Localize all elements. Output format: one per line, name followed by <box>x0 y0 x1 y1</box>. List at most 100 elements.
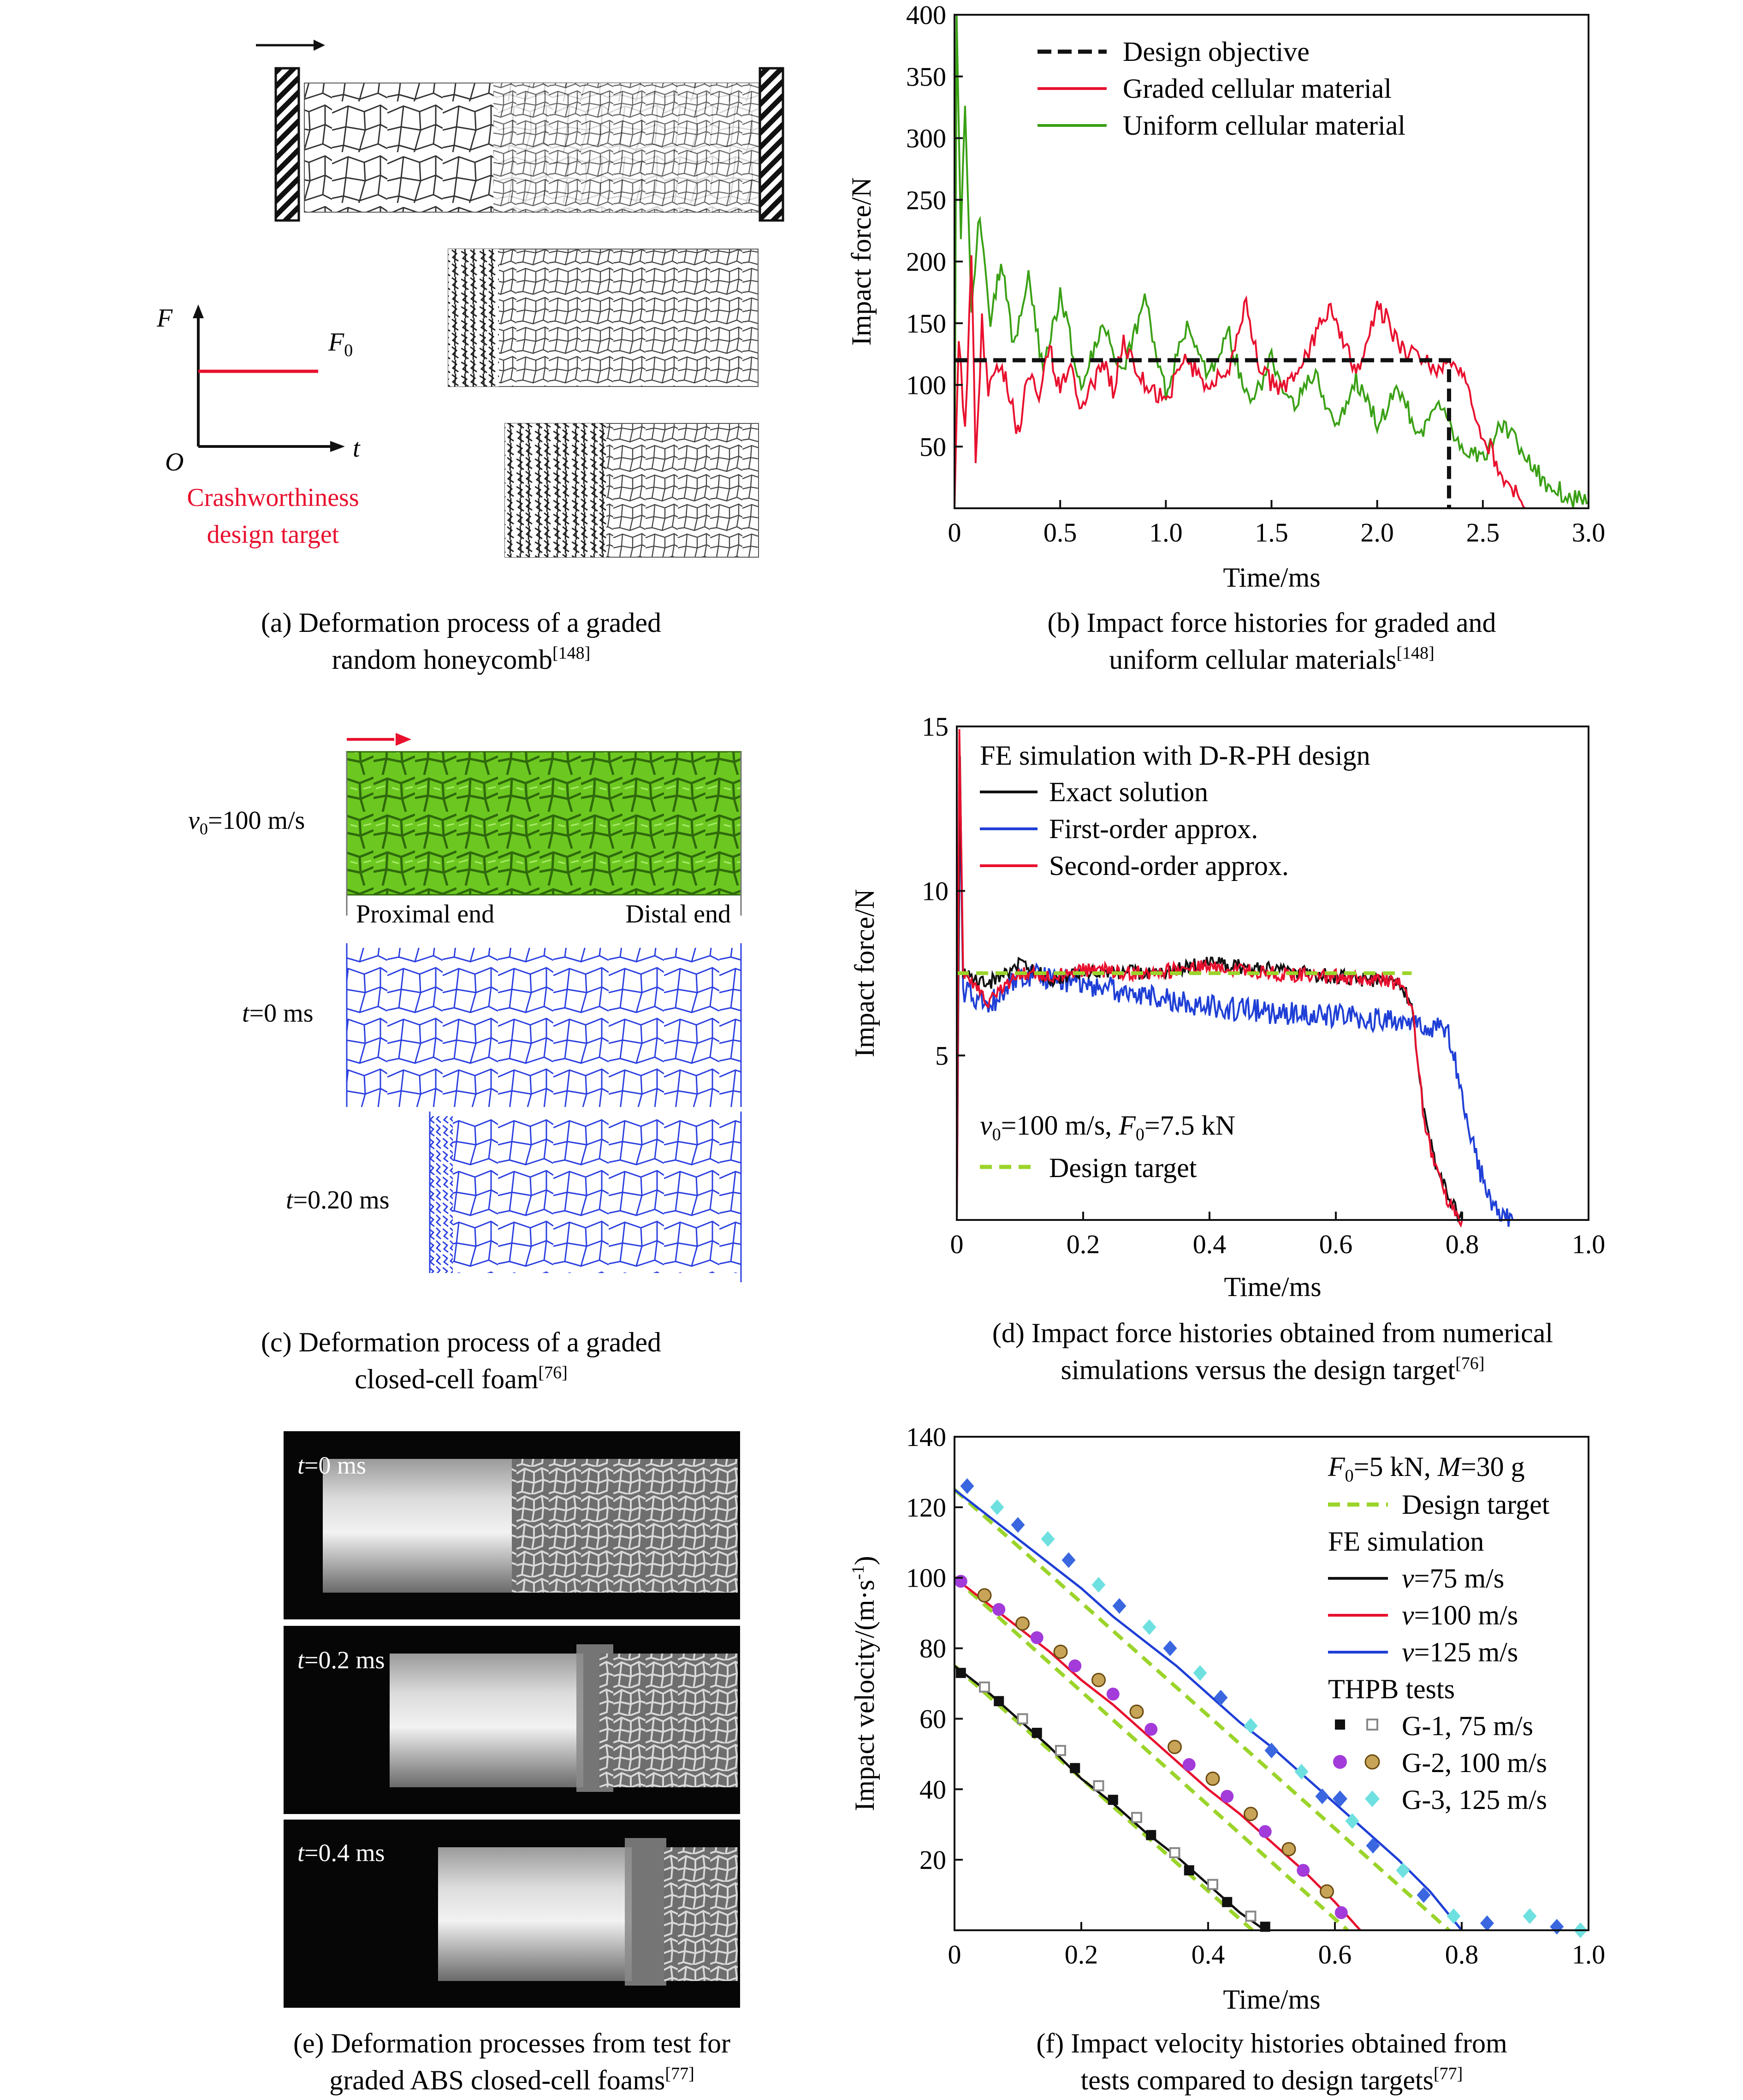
legend-b-uniform-label: Uniform cellular material <box>1123 110 1405 141</box>
chart-f-point-g1 <box>1032 1728 1042 1738</box>
chart-f-point-g3 <box>1396 1862 1410 1879</box>
chart-f-point-g3 <box>1447 1908 1461 1924</box>
chart-f-point-g3 <box>1550 1919 1564 1935</box>
chart-f-point-g2 <box>1106 1687 1120 1701</box>
chart-b-xtick-label: 3.0 <box>1572 518 1606 547</box>
legend-f-target-label: Design target <box>1402 1489 1550 1520</box>
chart-f-point-g3 <box>1244 1718 1258 1734</box>
foam-2d-t020 <box>430 1116 741 1273</box>
chart-b-line-graded-cellular-material <box>954 255 1526 509</box>
caption-d-line2: simulations versus the design target[76] <box>1061 1354 1485 1385</box>
chart-f-point-g3 <box>1193 1665 1207 1681</box>
honeycomb-stage-2 <box>448 249 759 387</box>
chart-b-series <box>954 14 1589 509</box>
chart-f-point-g1 <box>1146 1830 1156 1840</box>
chart-f-ticks: 0 0.2 0.4 0.6 0.8 1.0 20 40 60 80 100 120 140 <box>906 1422 1605 1969</box>
chart-b-xtick-label: 0.5 <box>1043 518 1077 547</box>
time-axis-arrow-icon <box>330 441 345 452</box>
honeycomb-fine-region <box>493 83 759 212</box>
chart-f-point-g2 <box>1320 1884 1334 1899</box>
chart-f-point-g1 <box>1207 1879 1218 1890</box>
legend-f-g2-marker-violet <box>1333 1755 1347 1769</box>
legend-f-g1-label: G-1, 75 m/s <box>1402 1711 1533 1741</box>
chart-f-point-g1 <box>1245 1910 1257 1922</box>
chart-b-xtick-label: 0 <box>948 518 961 547</box>
chart-b-line-uniform-cellular-material <box>954 14 1589 509</box>
legend-f-fe-heading: FE simulation <box>1328 1526 1484 1557</box>
chart-f-point-g3 <box>1417 1887 1431 1903</box>
chart-d-xtick-label: 0 <box>950 1229 964 1259</box>
legend-f-v75-label: v=75 m/s <box>1402 1563 1504 1594</box>
chart-f-point-g3 <box>1294 1764 1309 1780</box>
caption-c-line2: closed-cell foam[76] <box>355 1363 567 1394</box>
chart-f-point-g1 <box>1260 1922 1270 1932</box>
chart-d: 0 0.2 0.4 0.6 0.8 1.0 5 10 15 FE simulation with… <box>849 712 1605 1385</box>
chart-f-point-g3 <box>1345 1813 1359 1829</box>
chart-d-ytick-label: 5 <box>935 1041 949 1071</box>
chart-d-line-second-order-approx <box>956 729 1463 1228</box>
legend-f-g1-marker-gray <box>1366 1719 1378 1731</box>
chart-d-ytick-label: 10 <box>922 876 949 906</box>
chart-f-point-g3 <box>1480 1915 1494 1931</box>
chart-b-xtick-label: 2.5 <box>1466 518 1500 547</box>
chart-f-point-g1 <box>1055 1745 1066 1756</box>
chart-b-ytick-label: 200 <box>906 247 946 277</box>
target-caption-line1: Crashworthiness <box>187 483 359 512</box>
projectile-frame-3 <box>438 1847 632 1981</box>
caption-e-line1: (e) Deformation processes from test for <box>293 2028 730 2058</box>
chart-f-point-g1 <box>1108 1795 1118 1805</box>
chart-f-point-g2 <box>1221 1790 1234 1803</box>
chart-f-point-g3 <box>1112 1598 1126 1614</box>
chart-f-point-g1 <box>1017 1713 1028 1725</box>
crush-zone-frame-3 <box>625 1838 666 1986</box>
chart-f-ytick-label: 20 <box>919 1845 946 1875</box>
legend-d-target-label: Design target <box>1049 1153 1197 1183</box>
chart-f-xtick-label: 1.0 <box>1572 1939 1606 1969</box>
chart-f-point-g3 <box>1142 1619 1156 1635</box>
panel-e: t=0 ms t=0.2 ms t=0.4 ms (e) Deformation… <box>284 1431 740 2095</box>
caption-e-line2: graded ABS closed-cell foams[77] <box>329 2064 694 2095</box>
chart-f-xlabel: Time/ms <box>1223 1984 1320 2015</box>
chart-f-point-g3 <box>1061 1552 1076 1568</box>
chart-b-ytick-label: 50 <box>919 432 946 462</box>
chart-f-point-g2 <box>1144 1723 1158 1736</box>
chart-f-series <box>953 1478 1588 1938</box>
velocity-arrowhead-icon <box>396 733 411 746</box>
caption-f-line2: tests compared to design targets[77] <box>1081 2064 1463 2095</box>
chart-b-xlabel: Time/ms <box>1223 562 1320 593</box>
chart-f-point-g3 <box>1264 1743 1279 1759</box>
chart-d-legend: FE simulation with D-R-PH design Exact s… <box>980 740 1370 1183</box>
chart-b-ytick-label: 350 <box>906 62 946 92</box>
chart-d-xtick-label: 0.2 <box>1067 1229 1100 1259</box>
chart-d-line-first-order-approx <box>956 797 1514 1227</box>
chart-b-ytick-label: 150 <box>906 309 946 339</box>
left-rigid-wall <box>274 67 300 222</box>
frame-3-label: t=0.4 ms <box>297 1839 385 1867</box>
foam-2d-t0 <box>347 948 741 1107</box>
chart-f-point-g1 <box>1169 1847 1180 1858</box>
chart-f-design-target-line-2 <box>953 1576 1349 1932</box>
chart-f-point-g2 <box>1205 1771 1220 1786</box>
legend-d-first-label: First-order approx. <box>1049 814 1258 844</box>
chart-f-point-g1 <box>1070 1763 1080 1773</box>
chart-b: 0 0.5 1.0 1.5 2.0 2.5 3.0 50 100 150 200 250 300 350 4… <box>846 0 1605 675</box>
chart-f-fe-line-v100 <box>954 1576 1361 1931</box>
chart-f-point-g2 <box>1068 1659 1082 1672</box>
chart-f-point-g2 <box>992 1603 1006 1616</box>
v0-label: v0=100 m/s <box>188 806 305 838</box>
chart-f-point-g2 <box>1168 1740 1182 1755</box>
chart-f-point-g1 <box>1222 1897 1233 1907</box>
chart-d-ytick-label: 15 <box>922 712 949 742</box>
legend-f-v125-label: v=125 m/s <box>1402 1637 1518 1667</box>
legend-d-exact-label: Exact solution <box>1049 777 1208 807</box>
frame-2-label: t=0.2 ms <box>297 1646 385 1674</box>
chart-f-ytick-label: 60 <box>919 1704 946 1734</box>
chart-d-xtick-label: 1.0 <box>1572 1229 1606 1259</box>
chart-f-xtick-label: 0.4 <box>1192 1939 1225 1969</box>
chart-f-design-target-line-1 <box>953 1664 1254 1932</box>
chart-f-point-g2 <box>1281 1842 1296 1856</box>
crushed-band-t020 <box>430 1116 453 1273</box>
chart-b-ytick-label: 300 <box>906 124 946 154</box>
chart-f-point-g2 <box>954 1575 967 1588</box>
legend-f-g2-label: G-2, 100 m/s <box>1402 1748 1547 1778</box>
